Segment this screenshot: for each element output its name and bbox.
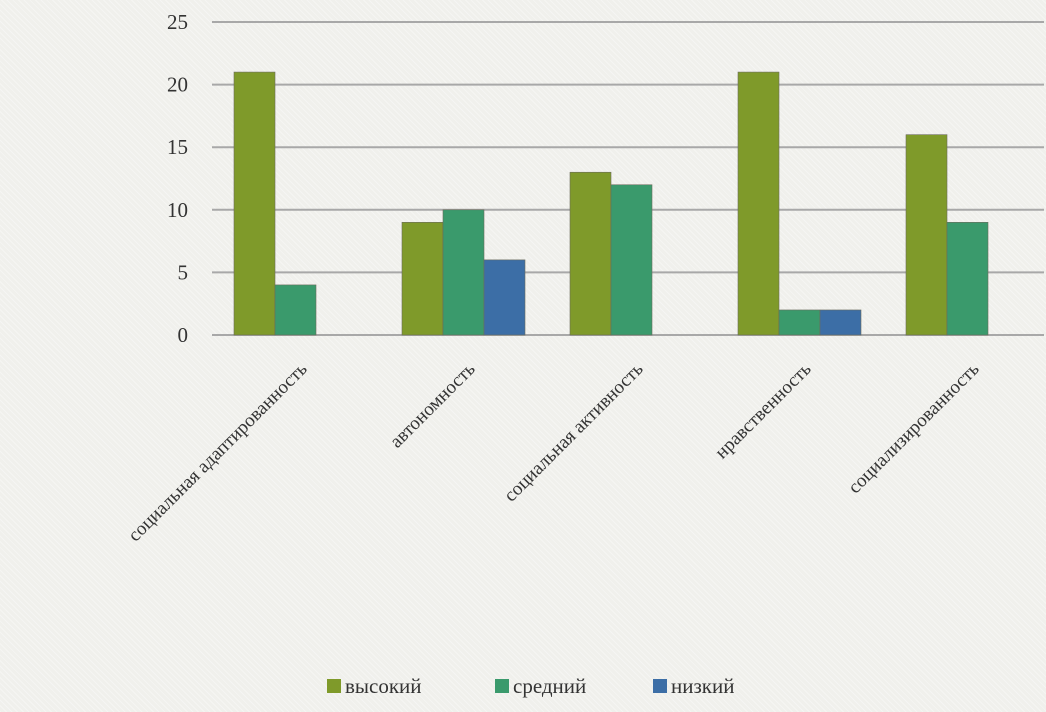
legend-swatch-1 (495, 679, 509, 693)
bar-высокий-2 (569, 171, 612, 336)
bar-высокий-3 (737, 71, 780, 336)
y-tick-label: 0 (178, 323, 189, 347)
y-tick-label: 20 (167, 73, 188, 97)
x-category-label: нравственность (711, 358, 816, 463)
legend: высокий средний низкий (327, 674, 734, 698)
legend-label-1: средний (513, 674, 586, 698)
bar-средний-3 (778, 309, 821, 336)
legend-label-2: низкий (671, 674, 734, 698)
y-tick-label: 5 (178, 260, 189, 284)
x-category-label: социальная активность (500, 358, 648, 506)
bar-средний-2 (610, 184, 653, 336)
bars (233, 71, 989, 336)
bar-низкий-1 (483, 259, 526, 336)
bar-высокий-0 (233, 71, 276, 336)
x-category-label: социальная адаптированность (124, 358, 312, 546)
bar-высокий-1 (401, 222, 444, 336)
y-tick-label: 25 (167, 10, 188, 34)
legend-swatch-2 (653, 679, 667, 693)
y-tick-label: 15 (167, 135, 188, 159)
bar-низкий-3 (819, 309, 862, 336)
x-category-label: социализированность (844, 358, 984, 498)
y-tick-label: 10 (167, 198, 188, 222)
legend-label-0: высокий (345, 674, 422, 698)
x-axis-labels: социальная адаптированность автономность с… (124, 358, 984, 546)
bar-средний-1 (442, 209, 485, 336)
bar-средний-0 (274, 284, 317, 336)
legend-swatch-0 (327, 679, 341, 693)
y-axis-ticks: 0 5 10 15 20 25 (167, 10, 188, 347)
bar-средний-4 (946, 222, 989, 336)
x-category-label: автономность (386, 358, 480, 452)
bar-высокий-4 (905, 134, 948, 336)
